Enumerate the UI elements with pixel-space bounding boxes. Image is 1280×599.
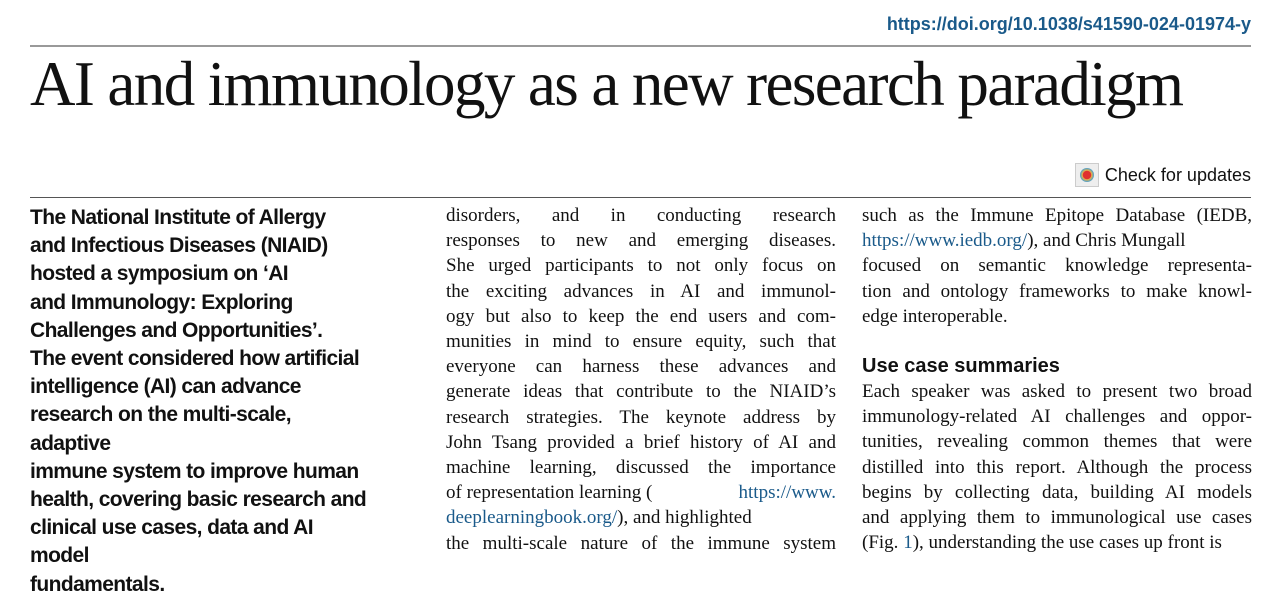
figure-1-link[interactable]: 1 <box>903 532 913 554</box>
iedb-link[interactable]: https://www.iedb.org/ <box>862 230 1028 252</box>
text-line: Each speaker was asked to present two br… <box>862 381 1252 403</box>
text-line: generate ideas that contribute to the NI… <box>446 381 836 403</box>
standfirst-line: immune system to improve human <box>30 459 359 483</box>
text-line: focused on semantic knowledge representa… <box>862 255 1252 277</box>
standfirst-line: research on the multi-scale, adaptive <box>30 403 292 455</box>
text-line: immunology-related AI challenges and opp… <box>862 406 1252 428</box>
text-line: the exciting advances in AI and immunol- <box>446 280 836 302</box>
standfirst-line: health, covering basic research and <box>30 488 367 512</box>
text-line: tion and ontology frameworks to make kno… <box>862 280 1252 302</box>
standfirst-line: and Infectious Diseases (NIAID) <box>30 234 328 258</box>
text-line: of representation learning ( https://www. <box>446 480 836 505</box>
text-fragment: of representation learning ( <box>446 482 653 504</box>
middle-column: disorders, and in conducting research re… <box>446 203 836 556</box>
text-line: everyone can harness these advances and <box>446 356 836 378</box>
section-heading: Use case summaries <box>862 355 1060 378</box>
text-line: edge interoperable. <box>862 305 1008 327</box>
text-line: machine learning, discussed the importan… <box>446 457 836 479</box>
deeplearningbook-link[interactable]: https://www. <box>738 482 836 504</box>
standfirst-line: clinical use cases, data and AI model <box>30 516 314 568</box>
text-line: distilled into this report. Although the… <box>862 456 1252 478</box>
deeplearningbook-link-cont[interactable]: deeplearningbook.org/ <box>446 507 618 529</box>
standfirst-line: Challenges and Opportunities’. <box>30 318 323 342</box>
article-title: AI and immunology as a new research para… <box>30 49 1184 119</box>
text-line: deeplearningbook.org/), and highlighted <box>446 505 836 530</box>
text-line: She urged participants to not only focus… <box>446 255 836 277</box>
standfirst: The National Institute of Allergy and In… <box>30 204 375 599</box>
check-for-updates-button[interactable]: Check for updates <box>1074 163 1251 187</box>
text-fragment: ), and highlighted <box>617 507 752 529</box>
text-line: ogy but also to keep the end users and c… <box>446 305 836 327</box>
text-line: begins by collecting data, building AI m… <box>862 481 1252 503</box>
check-for-updates-label: Check for updates <box>1104 164 1251 185</box>
standfirst-line: intelligence (AI) can advance <box>30 375 301 399</box>
text-line: disorders, and in conducting research <box>446 205 836 226</box>
text-line: and applying them to immunological use c… <box>862 507 1252 529</box>
text-fragment: ), understanding the use cases up front … <box>912 532 1222 554</box>
top-rule <box>30 45 1251 47</box>
text-line: responses to new and emerging diseases. <box>446 230 836 252</box>
standfirst-line: The event considered how artificial <box>30 347 360 371</box>
text-line: the multi-scale nature of the immune sys… <box>446 532 836 554</box>
text-line: munities in mind to ensure equity, such … <box>446 331 836 353</box>
text-fragment: (Fig. <box>862 532 904 554</box>
standfirst-line: hosted a symposium on ‘AI <box>30 262 289 286</box>
text-line: https://www.iedb.org/), and Chris Mungal… <box>862 228 1252 253</box>
standfirst-line: and Immunology: Exploring <box>30 290 293 314</box>
text-fragment: ), and Chris Mungall <box>1027 230 1186 252</box>
doi-link[interactable]: https://doi.org/10.1038/s41590-024-01974… <box>886 14 1251 34</box>
standfirst-line: fundamentals. <box>30 572 165 596</box>
header-rule <box>30 197 1251 198</box>
text-line: research strategies. The keynote address… <box>446 406 836 428</box>
standfirst-line: The National Institute of Allergy <box>30 206 326 229</box>
text-line: (Fig. 1), understanding the use cases up… <box>862 530 1252 555</box>
text-line: tunities, revealing common themes that w… <box>862 431 1252 453</box>
crossmark-icon <box>1074 163 1099 187</box>
text-line: John Tsang provided a brief history of A… <box>446 431 836 453</box>
right-column: such as the Immune Epitope Database (IED… <box>862 203 1252 555</box>
text-line: such as the Immune Epitope Database (IED… <box>862 205 1252 226</box>
